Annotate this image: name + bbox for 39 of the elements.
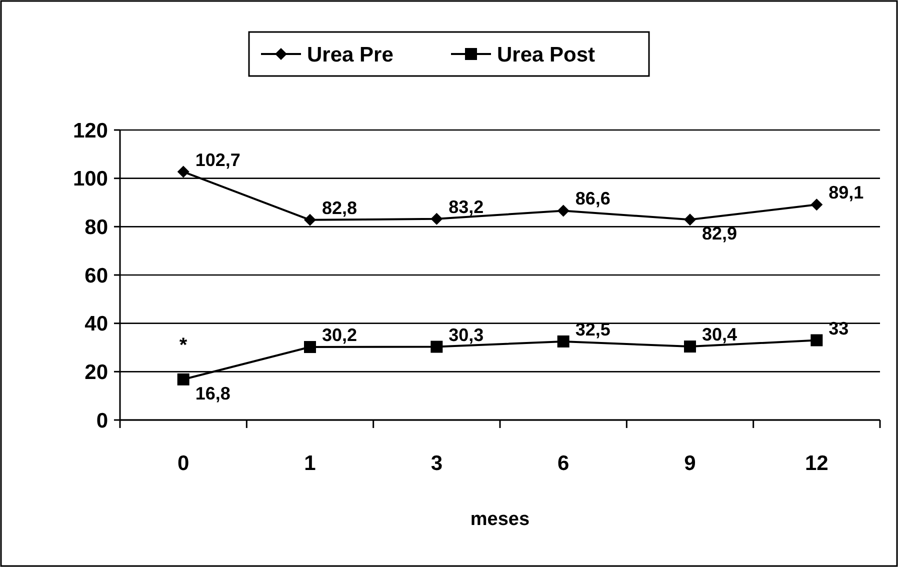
x-tick-label: 6 (557, 452, 570, 475)
legend-label: Urea Post (497, 43, 596, 66)
point (810, 198, 823, 211)
y-tick-label: 100 (72, 168, 108, 191)
point (177, 166, 190, 178)
x-tick-label: 1 (304, 452, 316, 475)
data-label: 82,9 (702, 224, 738, 244)
point (430, 340, 443, 353)
x-tick-label: 3 (430, 452, 443, 475)
y-tick-label: 20 (84, 361, 108, 384)
point (177, 373, 190, 386)
point (684, 214, 696, 226)
data-label: 83,2 (448, 196, 484, 217)
y-tick-label: 40 (84, 312, 108, 336)
annotation: * (179, 334, 188, 356)
data-label: 30,3 (448, 324, 484, 345)
data-label: 102,7 (195, 150, 240, 170)
point (557, 335, 570, 348)
y-tick-label: 0 (96, 409, 108, 432)
data-label: 30,2 (322, 325, 358, 346)
y-tick-label: 60 (84, 264, 108, 288)
x-tick-label: 9 (684, 452, 696, 475)
y-tick-label: 120 (72, 119, 108, 142)
point (557, 204, 570, 217)
data-label: 16,8 (195, 383, 230, 404)
data-label: 89,1 (828, 182, 864, 203)
data-label: 30,4 (702, 324, 738, 345)
x-axis-title: meses (470, 509, 530, 530)
point (304, 214, 316, 226)
legend-label: Urea Pre (307, 43, 394, 66)
x-tick-label: 0 (177, 452, 190, 475)
point (304, 341, 316, 354)
data-label: 82,8 (322, 198, 358, 218)
data-label: 86,6 (575, 188, 610, 209)
y-tick-label: 80 (84, 216, 108, 240)
point (810, 334, 823, 346)
point (684, 340, 696, 353)
point (430, 212, 443, 225)
x-tick-label: 12 (804, 452, 828, 475)
